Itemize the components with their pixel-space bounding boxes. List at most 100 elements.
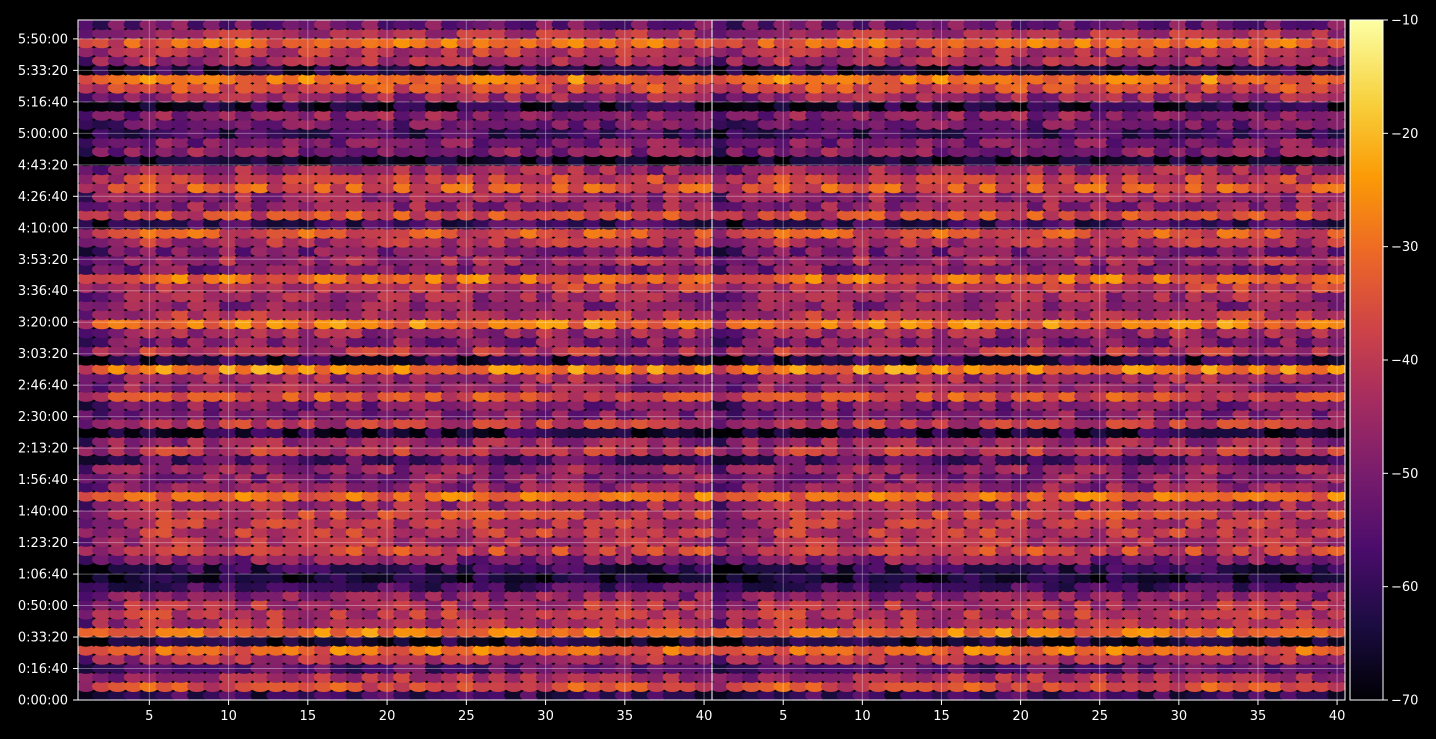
heatmap-cell — [92, 599, 112, 611]
heatmap-cell — [139, 136, 160, 148]
heatmap-cell — [725, 426, 746, 439]
heatmap-cell — [139, 209, 160, 221]
heatmap-cell — [931, 436, 952, 448]
heatmap-cell — [298, 164, 318, 176]
heatmap-cell — [345, 445, 366, 457]
heatmap-cell — [504, 381, 524, 393]
heatmap-cell — [678, 562, 698, 575]
heatmap-cell — [773, 399, 793, 411]
heatmap-cell — [298, 263, 318, 275]
heatmap-cell — [805, 481, 825, 493]
heatmap-cell — [1121, 544, 1142, 557]
heatmap-cell — [900, 626, 920, 638]
heatmap-cell — [1153, 354, 1173, 366]
heatmap-cell — [1058, 608, 1078, 620]
heatmap-cell — [694, 381, 712, 393]
heatmap-cell — [1232, 644, 1252, 656]
heatmap-cell — [409, 37, 429, 49]
heatmap-cell — [1121, 300, 1142, 312]
heatmap-cell — [250, 245, 271, 257]
heatmap-cell — [282, 626, 302, 638]
heatmap-cell — [1026, 408, 1047, 420]
heatmap-cell — [820, 581, 841, 593]
heatmap-cell — [852, 572, 873, 584]
heatmap-cell — [678, 290, 698, 303]
heatmap-cell — [931, 490, 952, 502]
heatmap-cell — [345, 91, 366, 103]
heatmap-cell — [393, 209, 413, 221]
heatmap-cell — [1042, 572, 1062, 584]
heatmap-cell — [599, 145, 619, 158]
heatmap-cell — [773, 508, 793, 520]
heatmap-cell — [678, 209, 698, 221]
heatmap-cell — [504, 417, 524, 430]
heatmap-cell — [266, 27, 286, 40]
heatmap-cell — [472, 581, 493, 593]
heatmap-cell — [884, 408, 904, 420]
heatmap-cell — [900, 617, 920, 629]
heatmap-cell — [1026, 417, 1047, 430]
heatmap-cell — [963, 553, 983, 566]
heatmap-cell — [187, 463, 207, 475]
heatmap-cell — [266, 426, 286, 439]
heatmap-cell — [519, 508, 540, 520]
heatmap-cell — [694, 454, 712, 466]
heatmap-cell — [900, 499, 920, 511]
heatmap-cell — [1010, 653, 1031, 665]
heatmap-cell — [345, 37, 366, 49]
heatmap-cell — [1200, 372, 1221, 384]
heatmap-cell — [250, 436, 271, 448]
heatmap-cell — [900, 408, 920, 420]
heatmap-cell — [298, 245, 318, 257]
heatmap-cell — [440, 399, 461, 411]
heatmap-cell — [202, 472, 223, 484]
heatmap-cell — [915, 327, 936, 339]
heatmap-cell — [266, 73, 286, 85]
heatmap-cell — [1042, 653, 1062, 665]
heatmap-cell — [963, 653, 983, 665]
heatmap-cell — [1216, 309, 1237, 321]
heatmap-cell — [1137, 562, 1157, 575]
heatmap-cell — [1295, 653, 1316, 665]
heatmap-cell — [78, 272, 96, 284]
heatmap-cell — [1010, 345, 1031, 357]
heatmap-cell — [78, 209, 96, 221]
heatmap-cell — [187, 254, 207, 266]
heatmap-cell — [488, 290, 508, 303]
heatmap-cell — [488, 263, 508, 275]
heatmap-cell — [139, 653, 160, 665]
heatmap-cell — [1200, 408, 1221, 420]
heatmap-cell — [329, 309, 350, 321]
heatmap-cell — [1105, 544, 1126, 557]
heatmap-cell — [1058, 562, 1078, 575]
heatmap-cell — [678, 417, 698, 430]
heatmap-cell — [741, 472, 762, 484]
heatmap-cell — [1264, 426, 1284, 439]
heatmap-cell — [583, 671, 603, 683]
heatmap-cell — [218, 55, 239, 67]
heatmap-cell — [915, 408, 936, 420]
heatmap-cell — [424, 20, 445, 31]
heatmap-cell — [424, 173, 445, 185]
heatmap-cell — [361, 37, 382, 49]
heatmap-cell — [361, 254, 382, 266]
heatmap-cell — [187, 191, 207, 203]
heatmap-cell — [1121, 626, 1142, 638]
heatmap-cell — [551, 608, 572, 620]
heatmap-cell — [551, 653, 572, 665]
heatmap-cell — [646, 445, 667, 457]
heatmap-cell — [535, 399, 556, 411]
heatmap-cell — [678, 463, 698, 475]
heatmap-cell — [1042, 445, 1062, 457]
heatmap-cell — [1010, 517, 1031, 529]
heatmap-cell — [329, 562, 350, 575]
heatmap-cell — [931, 508, 952, 520]
heatmap-cell — [171, 454, 191, 466]
heatmap-cell — [931, 608, 952, 620]
heatmap-cell — [1042, 472, 1062, 484]
heatmap-cell — [1121, 318, 1142, 330]
heatmap-cell — [1042, 562, 1062, 575]
heatmap-cell — [123, 508, 144, 520]
heatmap-cell — [551, 218, 572, 230]
heatmap-cell — [424, 218, 445, 230]
